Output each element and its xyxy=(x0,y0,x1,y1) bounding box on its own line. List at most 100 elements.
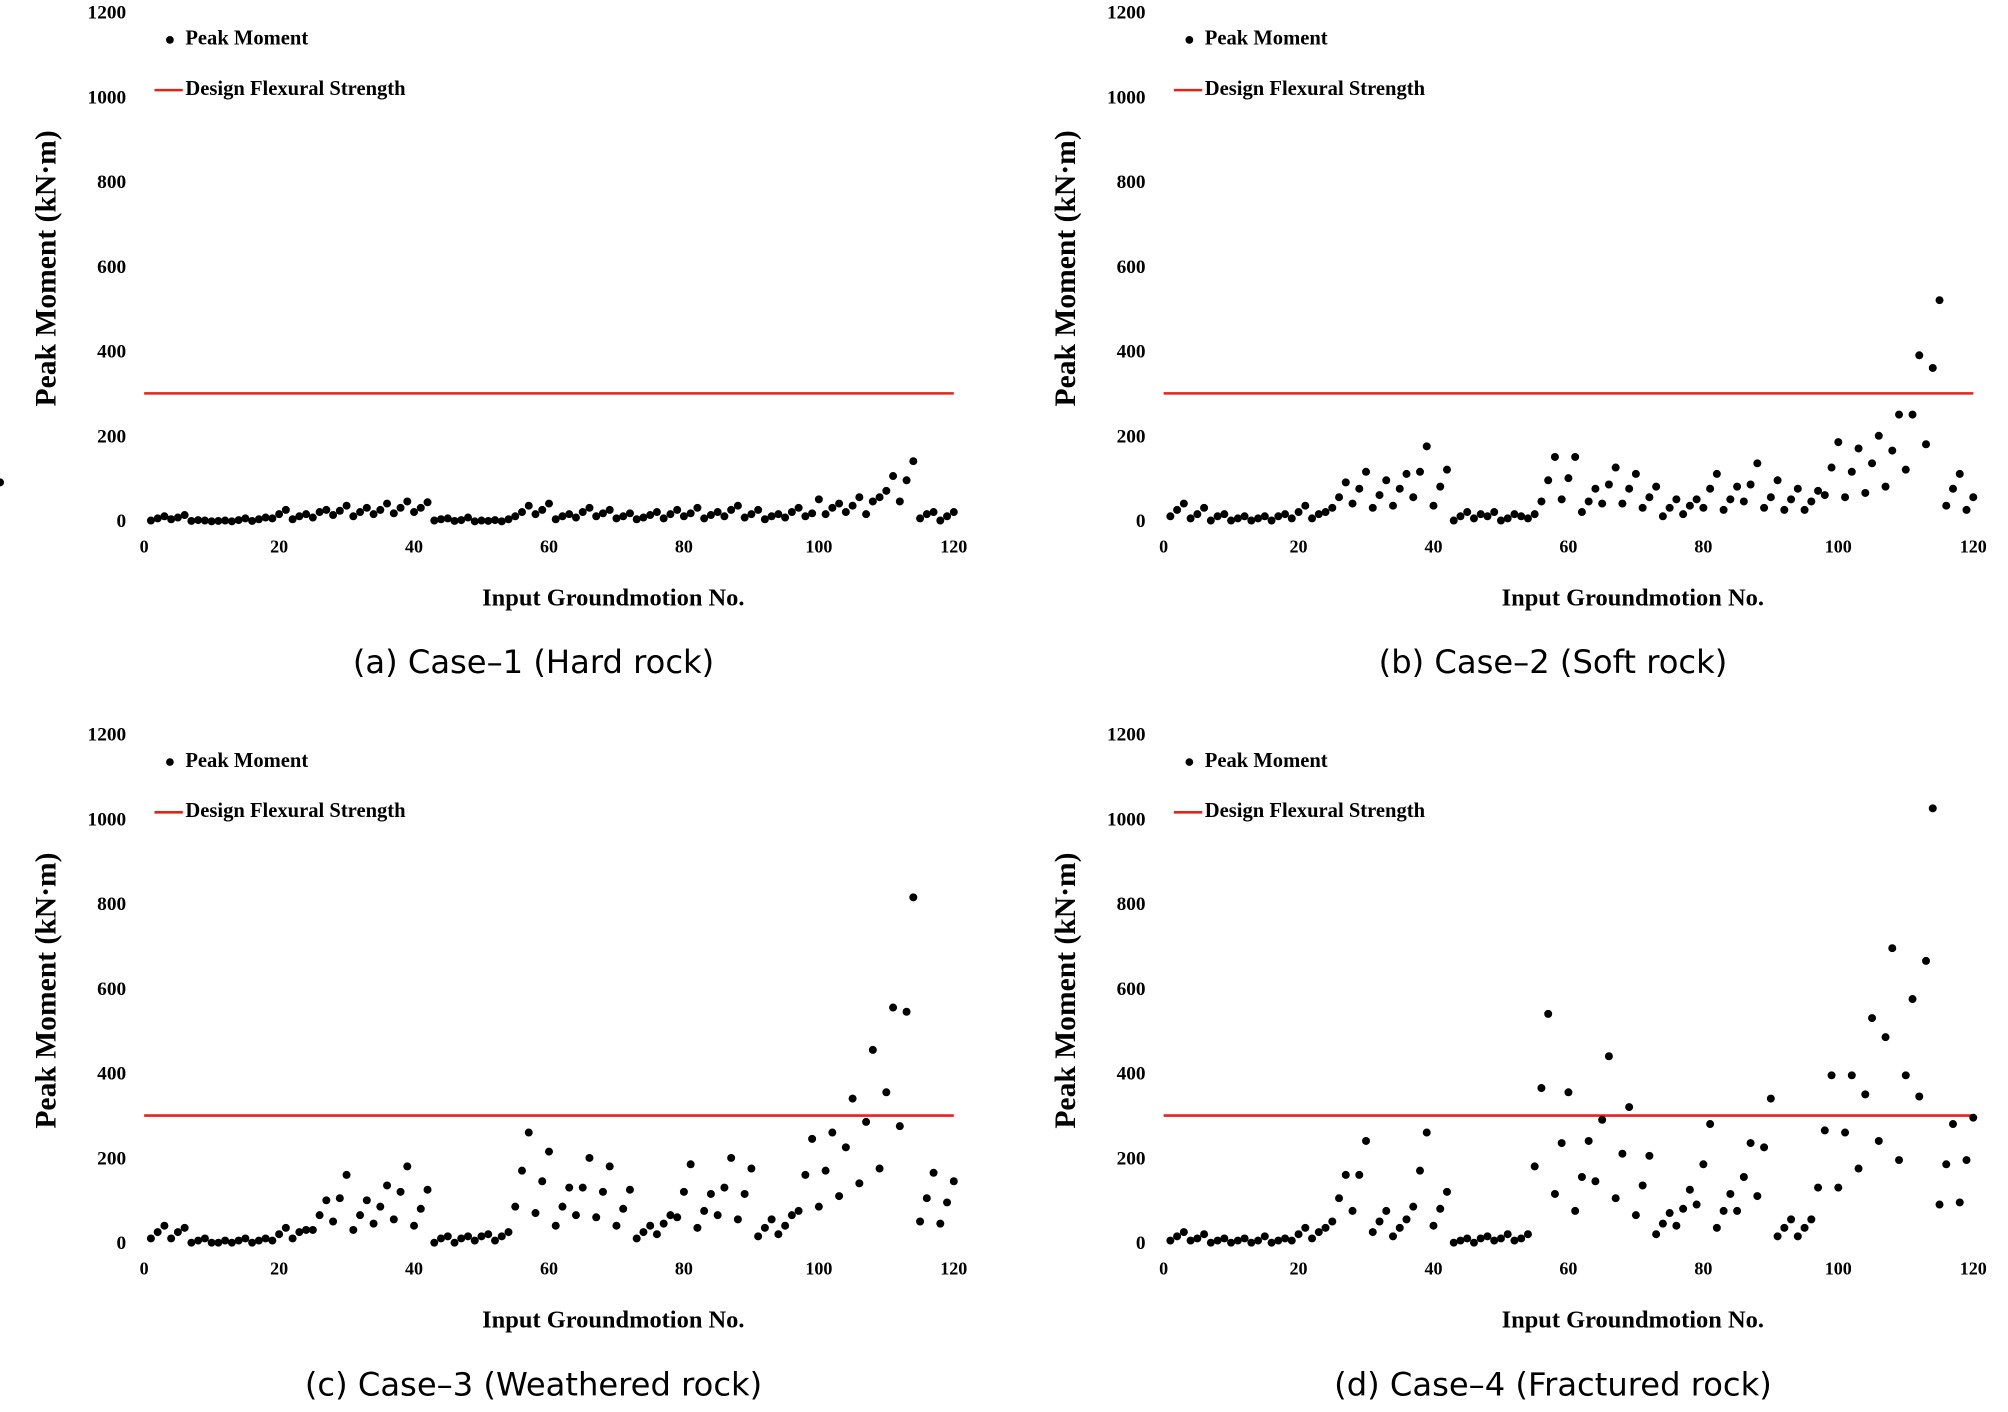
data-point xyxy=(1294,508,1303,517)
data-point xyxy=(1665,503,1674,512)
data-point xyxy=(1584,1136,1593,1145)
data-point xyxy=(376,1202,385,1211)
data-point xyxy=(1564,1088,1573,1097)
data-point xyxy=(1213,512,1222,521)
data-point xyxy=(740,513,749,522)
data-point xyxy=(1692,495,1701,504)
data-point xyxy=(1537,497,1546,506)
data-point xyxy=(700,514,709,523)
data-point xyxy=(909,893,918,902)
data-point xyxy=(484,516,493,525)
data-point xyxy=(187,1238,196,1247)
data-point xyxy=(1699,1160,1708,1169)
x-axis-label: Input Groundmotion No. xyxy=(1502,584,1764,611)
data-point xyxy=(760,515,769,524)
data-point xyxy=(1254,514,1263,523)
data-point xyxy=(477,516,486,525)
data-point xyxy=(916,1217,925,1226)
data-point xyxy=(180,511,189,520)
data-point xyxy=(383,499,392,508)
data-point xyxy=(1294,1230,1303,1239)
caption: (b) Case–2 (Soft rock) xyxy=(1379,643,1728,681)
data-point xyxy=(248,516,257,525)
data-point xyxy=(1800,505,1809,514)
data-point xyxy=(1665,1209,1674,1218)
data-point xyxy=(862,1117,871,1126)
data-point xyxy=(1490,508,1499,517)
data-point xyxy=(1402,1215,1411,1224)
data-point xyxy=(1706,1120,1715,1129)
data-point xyxy=(727,1153,736,1162)
data-point xyxy=(1362,467,1371,476)
data-point xyxy=(1193,1234,1202,1243)
data-point xyxy=(1679,510,1688,519)
y-tick-label: 400 xyxy=(1117,342,1146,363)
data-point xyxy=(1881,482,1890,491)
data-point xyxy=(349,1225,358,1234)
data-point xyxy=(1281,1234,1290,1243)
data-point xyxy=(497,1232,506,1241)
data-point xyxy=(1517,1234,1526,1243)
legend-label: Peak Moment xyxy=(1205,28,1328,50)
data-point xyxy=(1854,444,1863,453)
y-tick-label: 1200 xyxy=(1107,3,1146,24)
data-point xyxy=(1395,1223,1404,1232)
data-point xyxy=(335,1194,344,1203)
data-point xyxy=(1550,452,1559,461)
data-point xyxy=(1726,495,1735,504)
data-point xyxy=(362,1196,371,1205)
data-point xyxy=(875,493,884,502)
y-tick-label: 200 xyxy=(97,1148,126,1169)
data-point xyxy=(949,1177,958,1186)
data-point xyxy=(1409,1202,1418,1211)
data-point xyxy=(1591,484,1600,493)
data-point xyxy=(329,511,338,520)
data-point xyxy=(1679,1204,1688,1213)
data-point xyxy=(342,501,351,510)
data-point xyxy=(666,1211,675,1220)
y-tick-label: 800 xyxy=(97,172,126,193)
data-point xyxy=(416,503,425,512)
data-point xyxy=(214,1238,223,1247)
data-point xyxy=(504,515,513,524)
data-point xyxy=(929,508,938,517)
legend-label: Design Flexural Strength xyxy=(1205,800,1426,822)
data-point xyxy=(922,510,931,519)
data-point xyxy=(1186,1236,1195,1245)
data-point xyxy=(369,510,378,519)
data-point xyxy=(1213,1236,1222,1245)
data-point xyxy=(1517,512,1526,521)
x-tick-label: 80 xyxy=(1694,1259,1712,1279)
data-point xyxy=(1895,1156,1904,1165)
y-tick-label: 0 xyxy=(1136,511,1146,532)
legend-label: Peak Moment xyxy=(185,750,308,772)
y-tick-label: 1000 xyxy=(88,87,127,108)
data-point xyxy=(329,1217,338,1226)
data-point xyxy=(1928,804,1937,813)
data-point xyxy=(713,508,722,517)
data-point xyxy=(1166,1236,1175,1245)
data-point xyxy=(1868,1014,1877,1023)
data-point xyxy=(1658,512,1667,521)
data-point xyxy=(551,1221,560,1230)
data-point xyxy=(295,1228,304,1237)
data-point xyxy=(1206,516,1215,525)
data-point xyxy=(1942,501,1951,510)
data-point xyxy=(801,512,810,521)
data-point xyxy=(1577,508,1586,517)
data-point xyxy=(895,497,904,506)
data-point xyxy=(1564,474,1573,483)
data-point xyxy=(700,1206,709,1215)
data-point xyxy=(1449,516,1458,525)
legend-label: Peak Moment xyxy=(185,28,308,50)
x-tick-label: 60 xyxy=(540,1259,558,1279)
data-point xyxy=(1820,1126,1829,1135)
data-point xyxy=(1712,469,1721,478)
data-point xyxy=(619,512,628,521)
data-point xyxy=(160,512,169,521)
data-point xyxy=(598,1187,607,1196)
data-point xyxy=(902,476,911,485)
data-point xyxy=(639,1228,648,1237)
data-point xyxy=(1402,469,1411,478)
data-point xyxy=(1233,1236,1242,1245)
